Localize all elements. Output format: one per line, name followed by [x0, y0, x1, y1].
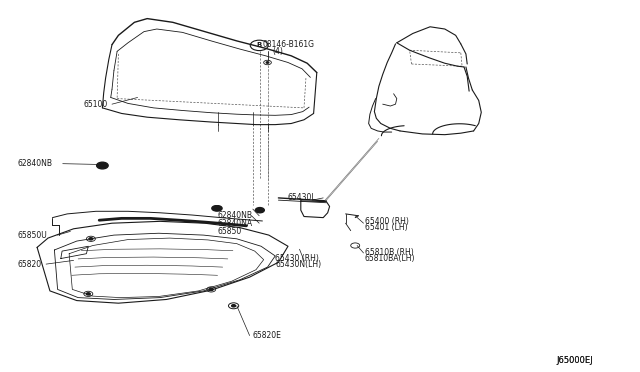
Circle shape: [97, 162, 108, 169]
Circle shape: [266, 62, 269, 63]
Text: (4): (4): [272, 47, 283, 56]
Text: 65100: 65100: [83, 100, 108, 109]
Text: 65430N(LH): 65430N(LH): [275, 260, 321, 269]
Circle shape: [209, 288, 213, 291]
Text: B: B: [257, 42, 262, 48]
Text: 65850: 65850: [218, 227, 242, 236]
Text: 65400 (RH): 65400 (RH): [365, 217, 409, 226]
Text: J65000EJ: J65000EJ: [557, 356, 593, 365]
Text: 65820E: 65820E: [253, 331, 282, 340]
Text: 65820: 65820: [18, 260, 42, 269]
Circle shape: [255, 208, 264, 213]
Circle shape: [86, 293, 90, 295]
Text: 65430L: 65430L: [288, 193, 317, 202]
Circle shape: [89, 238, 93, 240]
Text: 65401 (LH): 65401 (LH): [365, 223, 408, 232]
Circle shape: [232, 305, 236, 307]
Text: 62840NA: 62840NA: [218, 219, 253, 228]
Text: 65430 (RH): 65430 (RH): [275, 254, 319, 263]
Circle shape: [212, 206, 221, 211]
Text: 62840NB: 62840NB: [218, 211, 253, 220]
Text: 65810B (RH): 65810B (RH): [365, 248, 413, 257]
Text: 65810BA(LH): 65810BA(LH): [365, 254, 415, 263]
Text: 08146-B161G: 08146-B161G: [262, 40, 314, 49]
Text: 62840NB: 62840NB: [18, 159, 53, 168]
Circle shape: [213, 206, 222, 211]
Text: J65000EJ: J65000EJ: [557, 356, 593, 365]
Text: 65850U: 65850U: [18, 231, 47, 240]
